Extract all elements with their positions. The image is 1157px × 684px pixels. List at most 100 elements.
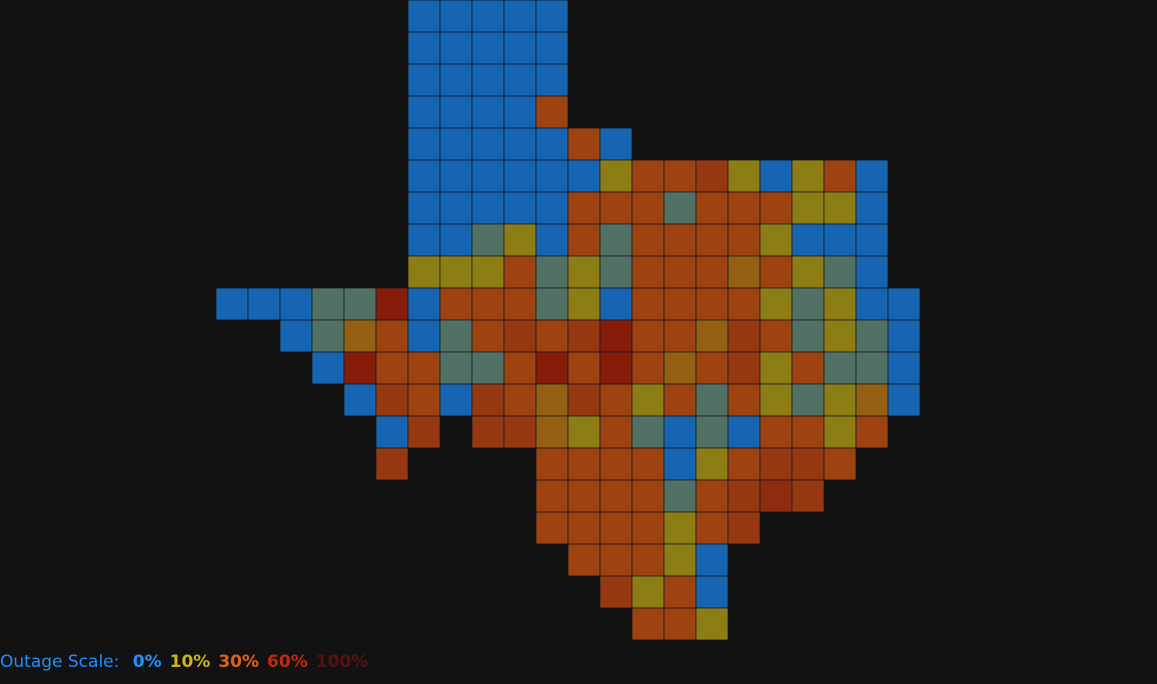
county bbox=[695, 287, 729, 321]
county bbox=[439, 255, 473, 289]
county bbox=[535, 95, 569, 129]
county bbox=[503, 159, 537, 193]
county bbox=[439, 95, 473, 129]
county bbox=[759, 319, 793, 353]
county bbox=[599, 159, 633, 193]
county bbox=[695, 447, 729, 481]
county bbox=[631, 159, 665, 193]
county bbox=[727, 191, 761, 225]
county bbox=[695, 223, 729, 257]
county bbox=[471, 383, 505, 417]
county bbox=[535, 0, 569, 33]
county bbox=[535, 415, 569, 449]
county bbox=[599, 319, 633, 353]
county bbox=[791, 415, 825, 449]
county bbox=[567, 415, 601, 449]
county bbox=[599, 479, 633, 513]
county bbox=[599, 127, 633, 161]
county bbox=[599, 223, 633, 257]
county bbox=[599, 575, 633, 609]
county bbox=[471, 63, 505, 97]
county bbox=[407, 415, 441, 449]
county bbox=[663, 415, 697, 449]
county bbox=[311, 287, 345, 321]
county bbox=[695, 159, 729, 193]
county bbox=[471, 255, 505, 289]
county bbox=[375, 351, 409, 385]
county bbox=[503, 351, 537, 385]
county bbox=[535, 31, 569, 65]
county bbox=[663, 191, 697, 225]
county bbox=[855, 191, 889, 225]
county bbox=[727, 415, 761, 449]
county bbox=[407, 255, 441, 289]
county bbox=[695, 383, 729, 417]
county bbox=[375, 383, 409, 417]
county bbox=[439, 127, 473, 161]
county bbox=[503, 0, 537, 33]
county bbox=[727, 255, 761, 289]
county bbox=[599, 447, 633, 481]
county bbox=[503, 127, 537, 161]
county bbox=[471, 287, 505, 321]
county bbox=[791, 223, 825, 257]
county bbox=[503, 223, 537, 257]
county bbox=[727, 447, 761, 481]
county bbox=[791, 319, 825, 353]
county bbox=[631, 191, 665, 225]
county bbox=[695, 607, 729, 641]
county bbox=[727, 511, 761, 545]
county bbox=[887, 287, 921, 321]
county bbox=[407, 127, 441, 161]
county bbox=[567, 127, 601, 161]
county bbox=[791, 255, 825, 289]
county bbox=[439, 319, 473, 353]
county bbox=[663, 159, 697, 193]
county bbox=[503, 31, 537, 65]
county bbox=[791, 479, 825, 513]
county bbox=[599, 383, 633, 417]
county bbox=[855, 415, 889, 449]
county bbox=[567, 511, 601, 545]
county bbox=[663, 223, 697, 257]
county bbox=[471, 159, 505, 193]
county bbox=[759, 191, 793, 225]
county bbox=[631, 223, 665, 257]
county bbox=[439, 63, 473, 97]
county bbox=[791, 383, 825, 417]
county bbox=[791, 191, 825, 225]
legend-label: 30% bbox=[218, 652, 260, 672]
county bbox=[343, 383, 377, 417]
legend-label: 10% bbox=[169, 652, 211, 672]
county bbox=[503, 255, 537, 289]
county bbox=[535, 479, 569, 513]
county bbox=[407, 319, 441, 353]
county bbox=[663, 255, 697, 289]
county bbox=[759, 223, 793, 257]
county bbox=[631, 415, 665, 449]
county bbox=[823, 319, 857, 353]
county bbox=[503, 383, 537, 417]
county bbox=[439, 0, 473, 33]
county bbox=[631, 447, 665, 481]
county bbox=[855, 255, 889, 289]
county bbox=[311, 319, 345, 353]
county bbox=[599, 255, 633, 289]
county bbox=[631, 383, 665, 417]
county bbox=[631, 543, 665, 577]
county bbox=[343, 287, 377, 321]
county bbox=[471, 127, 505, 161]
county bbox=[631, 255, 665, 289]
county bbox=[471, 319, 505, 353]
legend-title: Outage Scale: bbox=[0, 652, 120, 672]
county bbox=[439, 191, 473, 225]
county bbox=[343, 351, 377, 385]
legend-label: 60% bbox=[267, 652, 308, 672]
county bbox=[567, 479, 601, 513]
county bbox=[695, 319, 729, 353]
county bbox=[567, 447, 601, 481]
legend: Outage Scale: 0% 10% 30% 60% 100% bbox=[0, 652, 376, 672]
county bbox=[823, 255, 857, 289]
county bbox=[823, 447, 857, 481]
